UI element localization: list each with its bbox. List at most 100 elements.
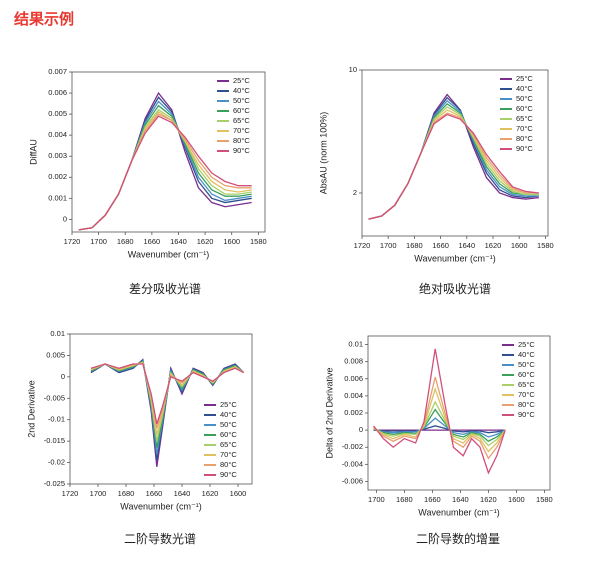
x-tick-label: 1680 <box>396 495 413 504</box>
legend-label: 80°C <box>233 136 250 145</box>
x-tick-label: 1600 <box>508 495 525 504</box>
series-line <box>373 425 506 434</box>
x-tick-label: 1720 <box>64 237 81 246</box>
x-axis-label: Wavenumber (cm⁻¹) <box>414 253 495 263</box>
series-line <box>368 102 539 220</box>
x-tick-label: 1600 <box>511 241 528 250</box>
x-tick-label: 1600 <box>230 489 247 498</box>
legend-label: 50°C <box>233 96 250 105</box>
y-tick-label: -0.006 <box>342 476 363 485</box>
y-tick-label: -0.005 <box>44 393 65 402</box>
legend-label: 25°C <box>233 76 250 85</box>
x-tick-label: 1700 <box>380 241 397 250</box>
plot-frame <box>361 69 549 237</box>
legend-label: 65°C <box>516 114 533 123</box>
chart-caption: 二阶导数的增量 <box>416 531 500 546</box>
y-tick-label: 0.004 <box>344 391 363 400</box>
y-tick-label: -0.015 <box>44 436 65 445</box>
legend-label: 60°C <box>518 370 535 379</box>
x-tick-label: 1660 <box>424 495 441 504</box>
y-tick-label: 0.002 <box>344 408 363 417</box>
x-tick-label: 1640 <box>458 241 475 250</box>
y-tick-label: -0.002 <box>342 442 363 451</box>
chart-caption: 绝对吸收光谱 <box>419 281 491 296</box>
x-tick-label: 1700 <box>368 495 385 504</box>
plot-frame <box>69 333 253 485</box>
legend-label: 65°C <box>233 116 250 125</box>
x-tick-label: 1640 <box>452 495 469 504</box>
legend-label: 90°C <box>233 146 250 155</box>
legend-label: 65°C <box>518 380 535 389</box>
legend-label: 25°C <box>220 400 237 409</box>
x-tick-label: 1620 <box>197 237 214 246</box>
x-tick-label: 1660 <box>432 241 449 250</box>
y-tick-label: 0 <box>63 214 67 223</box>
legend-label: 80°C <box>518 400 535 409</box>
y-tick-label: 0.001 <box>48 193 67 202</box>
x-tick-label: 1580 <box>250 237 267 246</box>
x-tick-label: 1660 <box>146 489 163 498</box>
x-tick-label: 1580 <box>537 241 554 250</box>
x-tick-label: 1680 <box>118 489 135 498</box>
legend-label: 40°C <box>233 86 250 95</box>
page-title: 结果示例 <box>14 10 74 28</box>
series-line <box>78 104 252 231</box>
series-line <box>373 408 506 443</box>
legend-label: 70°C <box>516 124 533 133</box>
series-line <box>373 386 506 453</box>
y-tick-label: -0.02 <box>48 458 65 467</box>
legend-label: 50°C <box>220 420 237 429</box>
legend-label: 40°C <box>220 410 237 419</box>
legend-label: 90°C <box>518 410 535 419</box>
legend-label: 80°C <box>516 134 533 143</box>
x-tick-label: 1680 <box>406 241 423 250</box>
x-tick-label: 1580 <box>536 495 553 504</box>
x-tick-label: 1700 <box>90 237 107 246</box>
x-tick-label: 1620 <box>485 241 502 250</box>
legend-label: 60°C <box>516 104 533 113</box>
y-tick-label: 0.004 <box>48 130 67 139</box>
y-tick-label: 0.002 <box>48 172 67 181</box>
x-tick-label: 1680 <box>117 237 134 246</box>
y-tick-label: -0.004 <box>342 459 363 468</box>
y-tick-label: -0.01 <box>48 415 65 424</box>
series-line <box>373 417 506 438</box>
x-axis-label: Wavenumber (cm⁻¹) <box>418 507 499 517</box>
legend-label: 65°C <box>220 440 237 449</box>
y-tick-label: 0.01 <box>50 329 65 338</box>
x-tick-label: 1620 <box>480 495 497 504</box>
x-tick-label: 1620 <box>202 489 219 498</box>
y-tick-label: 10 <box>349 65 357 74</box>
x-tick-label: 1640 <box>174 489 191 498</box>
y-axis-label: Delta of 2nd Derivative <box>324 367 334 458</box>
y-tick-label: 0.01 <box>348 340 363 349</box>
legend-label: 60°C <box>220 430 237 439</box>
series-line <box>373 348 506 475</box>
legend-label: 50°C <box>518 360 535 369</box>
y-tick-label: 0.003 <box>48 151 67 160</box>
series-line <box>373 400 506 447</box>
x-tick-label: 1660 <box>144 237 161 246</box>
y-tick-label: 0.005 <box>48 109 67 118</box>
legend-label: 40°C <box>516 84 533 93</box>
chart-caption: 二阶导数光谱 <box>124 531 196 546</box>
x-tick-label: 1600 <box>223 237 240 246</box>
series-line <box>373 376 506 460</box>
legend-label: 80°C <box>220 460 237 469</box>
series-line <box>78 111 252 231</box>
y-axis-label: 2nd Derivative <box>26 380 36 438</box>
y-tick-label: 0.005 <box>46 350 65 359</box>
x-tick-label: 1720 <box>62 489 79 498</box>
y-tick-label: 0 <box>61 372 65 381</box>
y-tick-label: 2 <box>353 188 357 197</box>
x-tick-label: 1720 <box>354 241 371 250</box>
legend-label: 60°C <box>233 106 250 115</box>
series-line <box>368 99 539 220</box>
y-tick-label: 0.008 <box>344 357 363 366</box>
y-axis-label: DiffAU <box>28 139 38 165</box>
series-line <box>78 115 252 231</box>
y-axis-label: AbsAU (norm 100%) <box>318 112 328 195</box>
legend-label: 90°C <box>516 144 533 153</box>
legend-label: 70°C <box>518 390 535 399</box>
